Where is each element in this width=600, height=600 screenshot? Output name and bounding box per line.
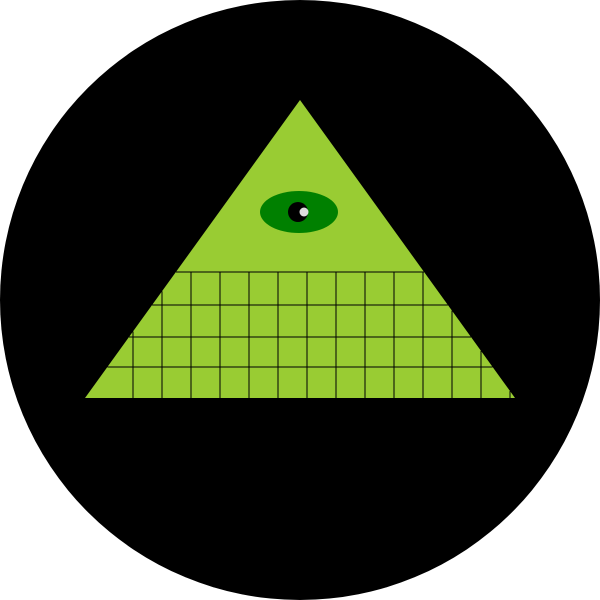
pyramid-triangle bbox=[85, 100, 515, 398]
pupil-highlight bbox=[299, 207, 309, 217]
eye-pupil bbox=[288, 202, 308, 222]
pyramid-brick-grid bbox=[107, 271, 511, 398]
